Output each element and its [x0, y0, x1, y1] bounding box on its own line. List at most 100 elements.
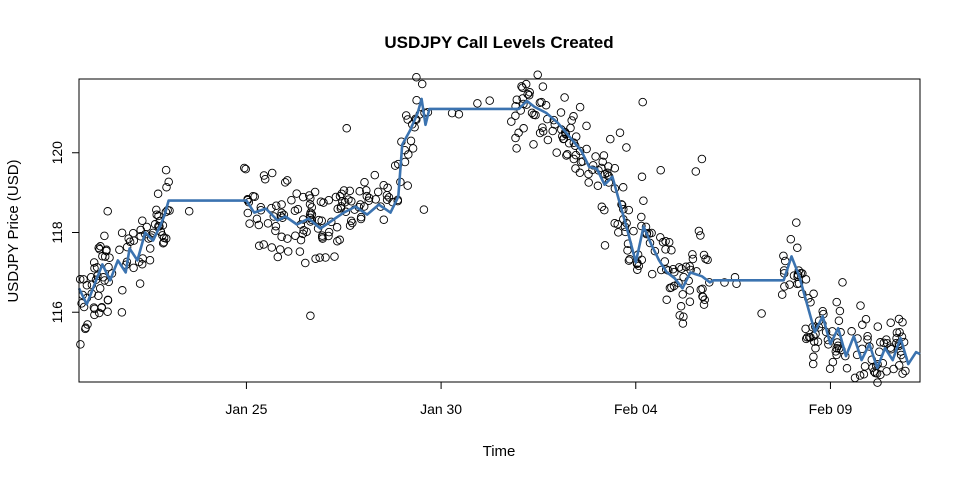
scatter-point	[575, 102, 585, 112]
scatter-point	[882, 335, 891, 344]
scatter-point	[154, 211, 163, 221]
scatter-point	[184, 207, 194, 216]
scatter-point	[664, 237, 674, 247]
scatter-point	[311, 254, 320, 263]
scatter-point	[584, 169, 593, 179]
scatter-point	[873, 378, 882, 387]
scatter-point	[382, 190, 392, 200]
scatter-point	[801, 275, 811, 284]
scatter-point	[599, 151, 609, 160]
scatter-point	[142, 222, 152, 232]
scatter-point	[335, 192, 345, 201]
scatter-point	[806, 333, 815, 342]
scatter-point	[576, 157, 586, 167]
scatter-point	[240, 163, 249, 173]
scatter-point	[668, 264, 678, 274]
scatter-point	[614, 228, 623, 237]
scatter-point	[406, 136, 416, 146]
scatter-point	[639, 196, 648, 205]
scatter-point	[898, 369, 907, 378]
scatter-point	[370, 170, 380, 180]
scatter-point	[321, 253, 330, 262]
plot-frame	[78, 78, 921, 383]
scatter-point	[138, 216, 147, 225]
scatter-point	[158, 231, 167, 240]
x-axis-label: Time	[483, 443, 516, 460]
scatter-point	[245, 219, 254, 228]
scatter-point	[834, 316, 844, 325]
scatter-point	[661, 245, 670, 254]
scatter-point	[277, 232, 286, 242]
scatter-point	[808, 359, 818, 369]
x-tick-label: Jan 25	[225, 401, 267, 417]
scatter-point	[524, 90, 534, 100]
scatter-point	[79, 275, 88, 284]
scatter-point	[507, 117, 516, 126]
scatter-point	[886, 318, 895, 327]
scatter-point	[162, 182, 171, 192]
scatter-point	[871, 368, 880, 378]
scatter-point	[100, 231, 109, 241]
scatter-point	[543, 135, 553, 145]
scatter-point	[327, 217, 336, 227]
scatter-point	[103, 207, 112, 216]
scatter-point	[882, 367, 891, 376]
scatter-point	[277, 208, 286, 218]
scatter-point	[562, 151, 571, 160]
scatter-point	[600, 241, 610, 250]
scatter-point	[271, 221, 281, 231]
scatter-point	[382, 195, 392, 205]
chart-title: USDJPY Call Levels Created	[384, 33, 613, 52]
scatter-point	[153, 189, 163, 199]
scatter-point	[801, 324, 810, 334]
scatter-point	[637, 255, 647, 265]
scatter-point	[360, 177, 369, 187]
scatter-point	[873, 322, 883, 331]
scatter-point	[674, 263, 684, 272]
scatter-point	[861, 314, 871, 324]
scatter-point	[700, 295, 709, 305]
scatter-point	[296, 235, 306, 245]
scatter-point	[549, 115, 559, 125]
scatter-point	[292, 189, 301, 198]
scatter-point	[571, 164, 580, 173]
scatter-point	[295, 247, 305, 256]
scatter-point	[271, 226, 280, 236]
scatter-point	[832, 343, 841, 353]
scatter-point	[252, 214, 262, 224]
x-tick-label: Feb 04	[614, 401, 658, 417]
scatter-point	[678, 290, 687, 299]
scatter-point	[364, 193, 374, 203]
scatter-point	[697, 154, 707, 164]
scatter-point	[129, 236, 139, 245]
scatter-point	[863, 331, 872, 341]
scatter-point	[511, 111, 520, 121]
scatter-point	[401, 111, 411, 120]
y-tick-label: 116	[49, 301, 65, 324]
scatter-point	[485, 96, 494, 105]
scatter-point	[518, 94, 527, 103]
scatter-point	[701, 254, 710, 264]
scatter-point	[271, 201, 281, 210]
scatter-point	[135, 279, 145, 288]
scatter-point	[102, 245, 111, 255]
scatter-point	[161, 165, 171, 175]
scatter-point	[95, 244, 104, 254]
scatter-point	[676, 302, 686, 311]
scatter-point	[117, 308, 127, 317]
scatter-point	[356, 200, 365, 209]
scatter-point	[512, 95, 522, 104]
scatter-point	[89, 258, 99, 267]
scatter-point	[622, 143, 631, 152]
scatter-point	[691, 167, 701, 176]
scatter-point	[122, 242, 132, 252]
scatter-point	[685, 286, 695, 295]
scatter-point	[779, 251, 788, 261]
scatter-point	[277, 200, 286, 209]
scatter-point	[318, 231, 327, 240]
scatter-point	[835, 306, 845, 316]
scatter-point	[638, 97, 647, 107]
scatter-point	[538, 123, 547, 132]
scatter-point	[556, 108, 566, 117]
scatter-point	[454, 110, 464, 119]
